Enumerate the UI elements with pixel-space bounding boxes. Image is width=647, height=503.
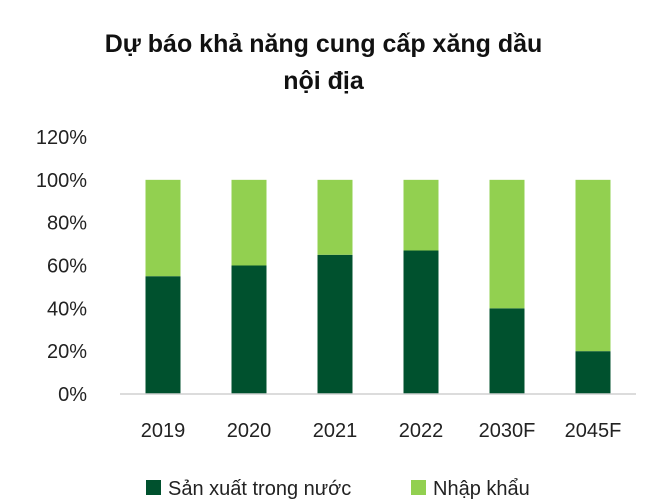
chart-title-line-2: nội địa xyxy=(283,67,364,95)
x-tick-label: 2030F xyxy=(479,420,536,442)
bar-domestic-production-2019 xyxy=(145,276,181,394)
x-tick-label: 2045F xyxy=(565,420,622,442)
legend: Sản xuất trong nước Nhập khẩu xyxy=(146,478,530,500)
legend-swatch-domestic-production xyxy=(146,480,161,495)
y-tick-label: 120% xyxy=(36,127,87,149)
x-axis: 2019 2020 2021 2022 2030F 2045F xyxy=(141,420,622,442)
y-tick-label: 40% xyxy=(47,298,87,320)
bar-import-2021 xyxy=(317,179,353,255)
bars xyxy=(145,179,611,394)
chart-title-line-1: Dự báo khả năng cung cấp xăng dầu xyxy=(104,30,543,58)
y-axis: 0% 20% 40% 60% 80% 100% 120% xyxy=(36,127,87,406)
bar-import-2019 xyxy=(145,179,181,277)
bar-domestic-production-2021 xyxy=(317,254,353,394)
x-tick-label: 2021 xyxy=(313,420,358,442)
bar-domestic-production-2022 xyxy=(403,250,439,394)
y-tick-label: 20% xyxy=(47,341,87,363)
bar-domestic-production-2045f xyxy=(575,351,611,394)
x-tick-label: 2022 xyxy=(399,420,444,442)
bar-import-2030f xyxy=(489,179,525,309)
x-tick-label: 2019 xyxy=(141,420,186,442)
legend-label-import: Nhập khẩu xyxy=(433,478,530,500)
bar-import-2022 xyxy=(403,179,439,251)
y-tick-label: 80% xyxy=(47,213,87,235)
legend-swatch-import xyxy=(411,480,426,495)
x-tick-label: 2020 xyxy=(227,420,272,442)
chart-title: Dự báo khả năng cung cấp xăng dầu nội đị… xyxy=(0,26,647,100)
bar-domestic-production-2030f xyxy=(489,308,525,394)
y-tick-label: 100% xyxy=(36,170,87,192)
y-tick-label: 0% xyxy=(58,384,87,406)
bar-import-2020 xyxy=(231,179,267,266)
y-tick-label: 60% xyxy=(47,256,87,278)
bar-import-2045f xyxy=(575,179,611,352)
legend-label-domestic-production: Sản xuất trong nước xyxy=(168,478,351,500)
bar-domestic-production-2020 xyxy=(231,265,267,394)
